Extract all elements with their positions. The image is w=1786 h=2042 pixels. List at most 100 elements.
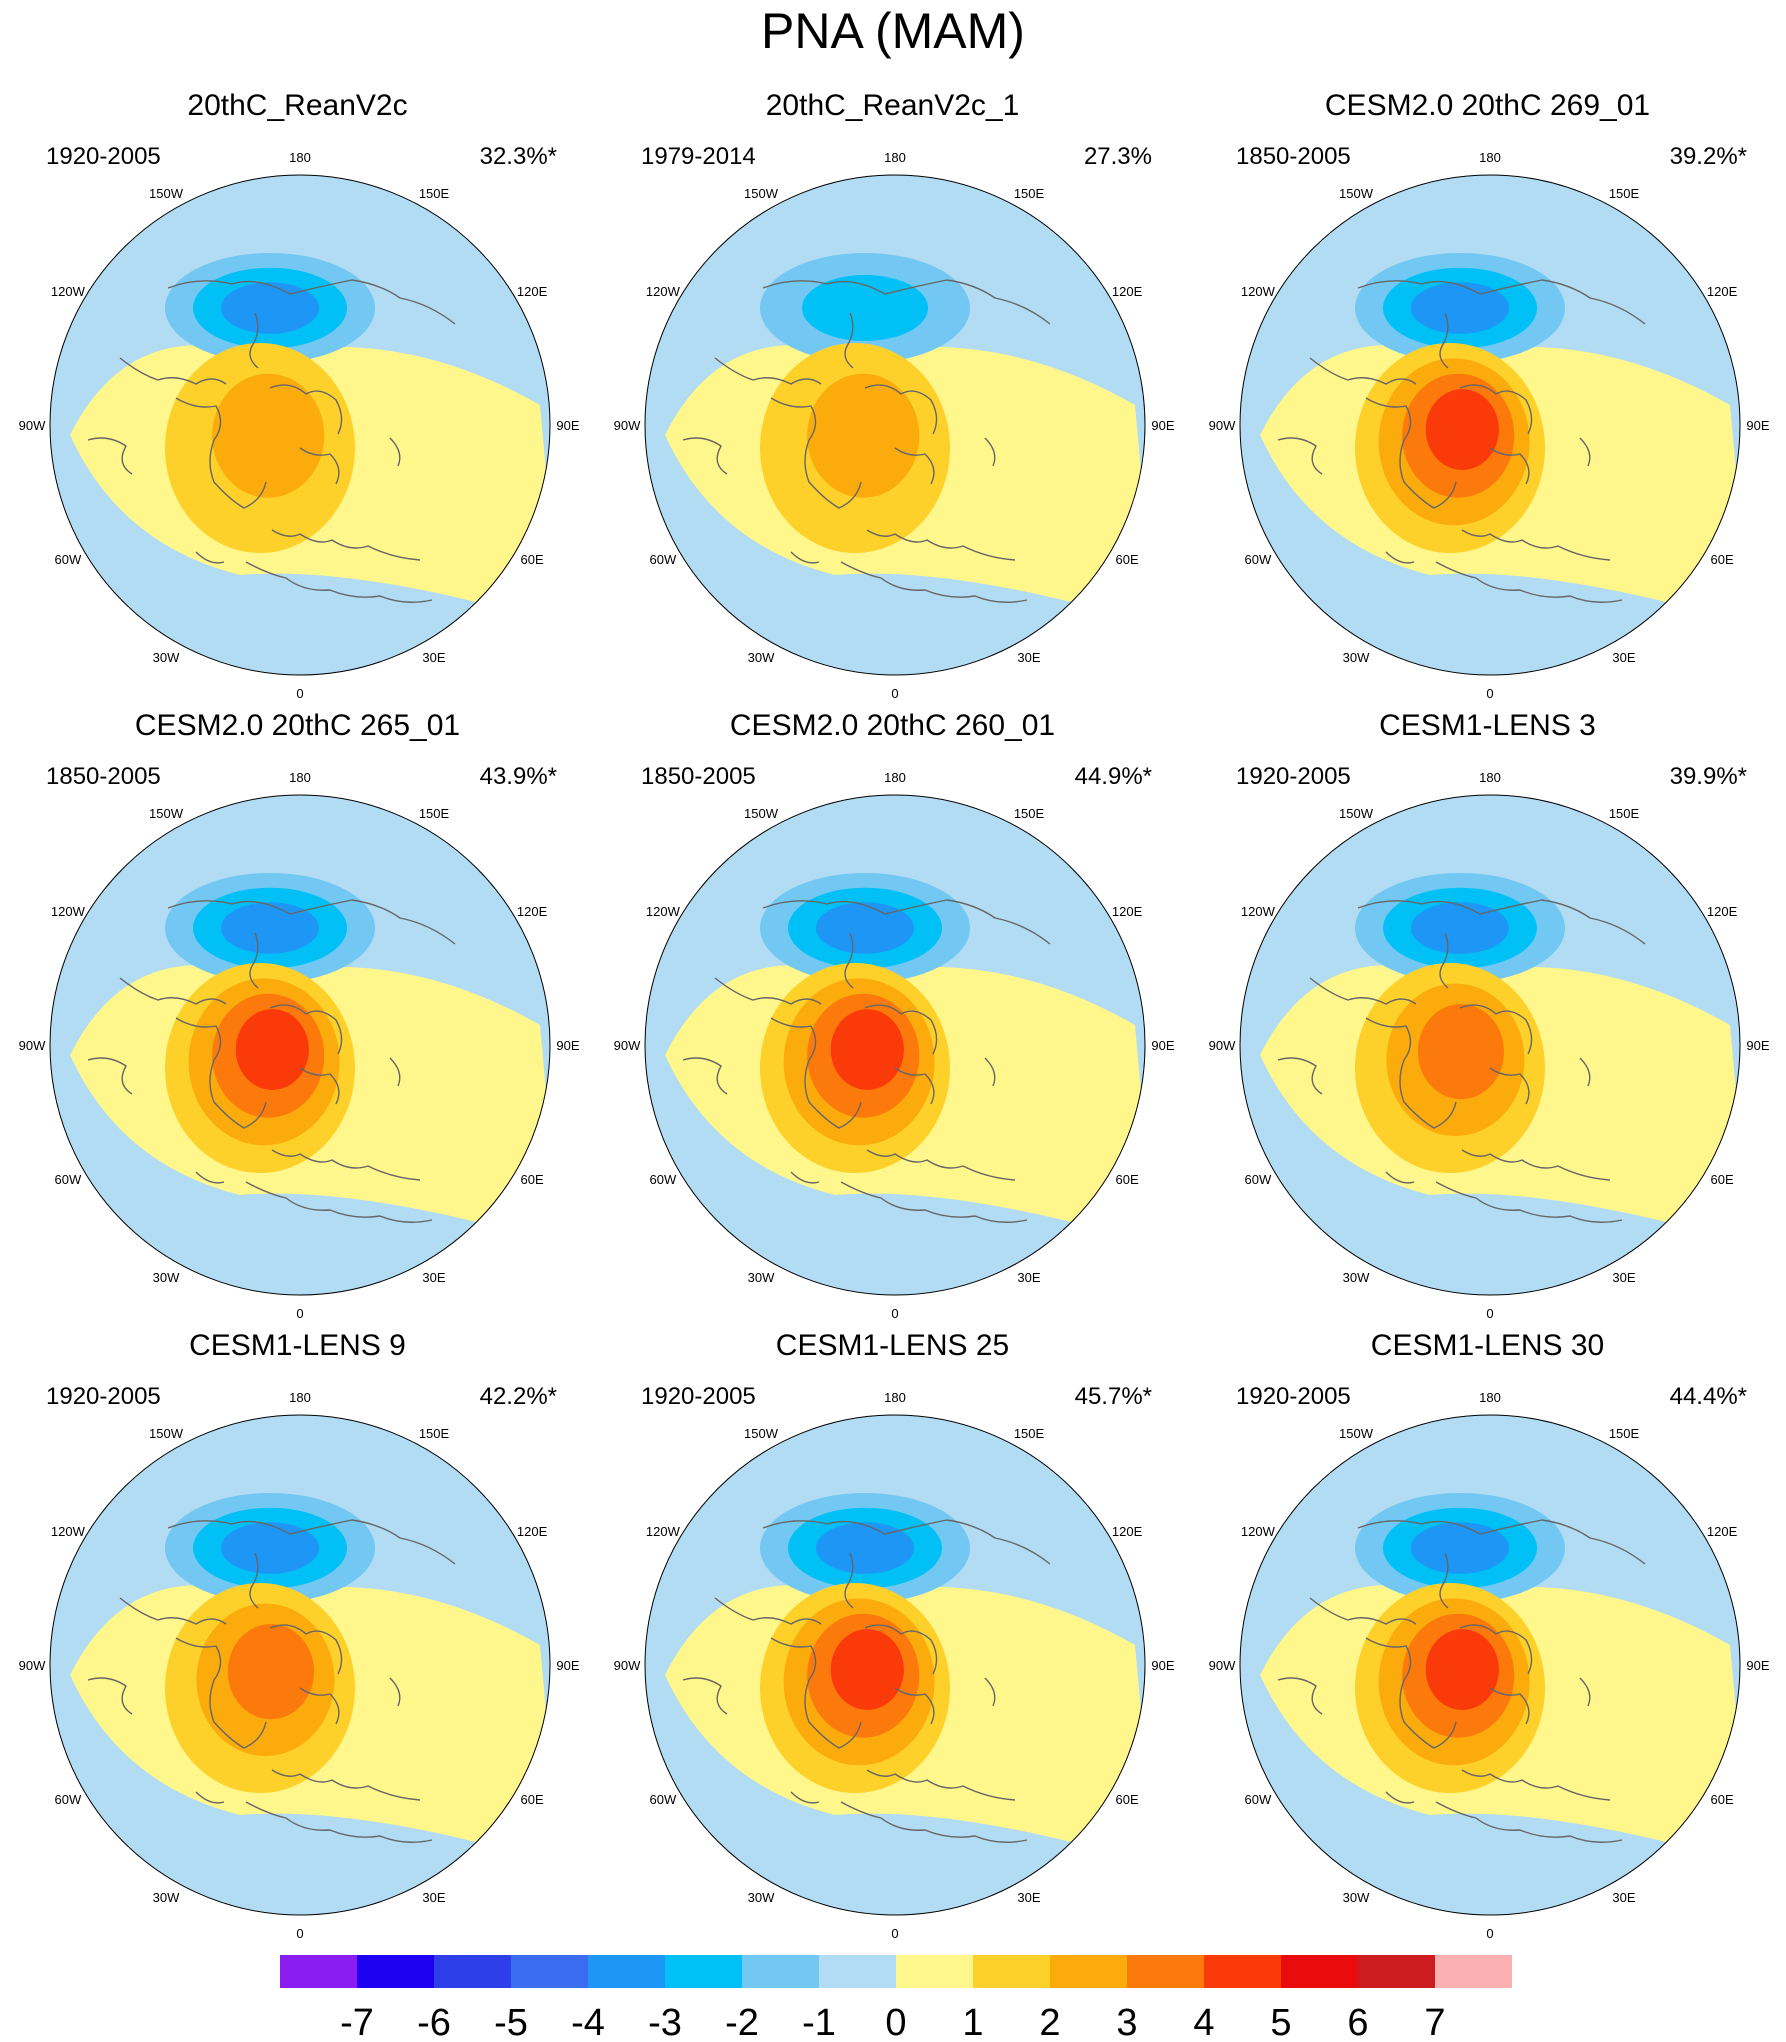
longitude-label: 90W [1209,418,1236,433]
longitude-label: 120E [1707,1524,1738,1539]
longitude-label: 60E [521,1792,544,1807]
polar-map: 180 150E 120E 90E 60E 30E 0 30W 60W 90W 120W 150W [595,1388,1190,1948]
longitude-label: 90E [556,418,579,433]
panel-title: 20thC_ReanV2c [0,88,595,124]
longitude-label: 90W [614,1038,641,1053]
map-panel: 20thC_ReanV2c 1920-2005 32.3%* 180 150E 120E 9… [0,88,595,708]
colorbar-tick-label: 0 [885,2002,906,2042]
longitude-label: 90E [1746,1038,1769,1053]
longitude-label: 150E [1014,806,1045,821]
longitude-label: 60W [650,1792,677,1807]
positive-contour [1426,1629,1499,1710]
longitude-label: 60E [1116,552,1139,567]
longitude-label: 150E [419,1426,450,1441]
longitude-label: 150W [149,1426,184,1441]
colorbar-tick-label: -1 [802,2002,836,2042]
colorbar-tick-label: 4 [1193,2002,1214,2042]
longitude-label: 150E [1014,186,1045,201]
colorbar-tick-label: -6 [417,2002,451,2042]
polar-map: 180 150E 120E 90E 60E 30E 0 30W 60W 90W 120W 150W [0,768,595,1328]
longitude-label: 0 [891,1926,898,1941]
colorbar-tick-label: 3 [1116,2002,1137,2042]
map-panel: CESM2.0 20thC 265_01 1850-2005 43.9%* 180 15… [0,708,595,1328]
longitude-label: 90E [1746,418,1769,433]
longitude-label: 180 [884,770,906,785]
colorbar-swatch [588,1955,665,1988]
map-panel: CESM2.0 20thC 260_01 1850-2005 44.9%* 180 15… [595,708,1190,1328]
panel-title: CESM1-LENS 25 [595,1328,1190,1364]
longitude-label: 30W [153,1270,180,1285]
positive-contour [831,1009,904,1090]
longitude-label: 30W [748,650,775,665]
colorbar: -7 -6 -5 -4 -3 -2 -1 0 1 2 3 4 5 6 7 [0,1955,1786,2042]
longitude-label: 60W [1245,1792,1272,1807]
longitude-label: 120E [1112,1524,1143,1539]
colorbar-swatch [357,1955,434,1988]
colorbar-tick-label: -3 [648,2002,682,2042]
colorbar-swatch [280,1955,357,1988]
colorbar-swatch [1281,1955,1358,1988]
panel-title: CESM2.0 20thC 260_01 [595,708,1190,744]
longitude-label: 150E [419,806,450,821]
longitude-label: 150E [1609,806,1640,821]
longitude-label: 90W [19,1658,46,1673]
positive-contour [1418,1004,1504,1099]
longitude-label: 30E [1017,650,1040,665]
longitude-label: 60E [1116,1792,1139,1807]
longitude-label: 90E [1151,1038,1174,1053]
longitude-label: 90W [1209,1038,1236,1053]
colorbar-tick-label: -5 [494,2002,528,2042]
longitude-label: 120E [517,1524,548,1539]
longitude-label: 30W [1343,1890,1370,1905]
longitude-label: 60E [1711,552,1734,567]
longitude-label: 90E [1746,1658,1769,1673]
longitude-label: 90W [614,1658,641,1673]
longitude-label: 30E [422,1270,445,1285]
longitude-label: 30W [153,1890,180,1905]
panel-title: 20thC_ReanV2c_1 [595,88,1190,124]
map-panel: CESM1-LENS 3 1920-2005 39.9%* 180 150E 120E 90… [1190,708,1785,1328]
longitude-label: 60W [1245,1172,1272,1187]
colorbar-swatch [434,1955,511,1988]
longitude-label: 150W [744,1426,779,1441]
longitude-label: 120W [51,904,86,919]
colorbar-tick-label: -7 [340,2002,374,2042]
panel-title: CESM1-LENS 3 [1190,708,1785,744]
longitude-label: 90E [1151,1658,1174,1673]
longitude-label: 30W [1343,1270,1370,1285]
longitude-label: 0 [296,1306,303,1321]
longitude-label: 180 [289,1390,311,1405]
longitude-label: 0 [1486,1926,1493,1941]
longitude-label: 90W [614,418,641,433]
longitude-label: 120W [51,284,86,299]
colorbar-swatch [665,1955,742,1988]
colorbar-tick-label: 2 [1039,2002,1060,2042]
longitude-label: 150W [744,806,779,821]
longitude-label: 150W [149,186,184,201]
longitude-label: 120W [646,904,681,919]
colorbar-swatch [1204,1955,1281,1988]
longitude-label: 150W [1339,1426,1374,1441]
longitude-label: 60W [55,552,82,567]
figure-title: PNA (MAM) [0,2,1786,60]
panel-title: CESM1-LENS 9 [0,1328,595,1364]
colorbar-swatch [973,1955,1050,1988]
longitude-label: 30E [1017,1270,1040,1285]
colorbar-swatch [1435,1955,1512,1988]
longitude-label: 120E [1112,284,1143,299]
longitude-label: 60W [55,1792,82,1807]
longitude-label: 30W [748,1270,775,1285]
colorbar-tick-label: 5 [1270,2002,1291,2042]
longitude-label: 90E [1151,418,1174,433]
longitude-label: 90W [19,418,46,433]
longitude-label: 30E [1612,1890,1635,1905]
panel-title: CESM2.0 20thC 265_01 [0,708,595,744]
longitude-label: 90E [556,1038,579,1053]
longitude-label: 150W [149,806,184,821]
polar-map: 180 150E 120E 90E 60E 30E 0 30W 60W 90W 120W 150W [0,1388,595,1948]
longitude-label: 180 [1479,770,1501,785]
colorbar-tick-label: 7 [1424,2002,1445,2042]
longitude-label: 120E [1707,904,1738,919]
longitude-label: 60W [1245,552,1272,567]
longitude-label: 180 [884,1390,906,1405]
